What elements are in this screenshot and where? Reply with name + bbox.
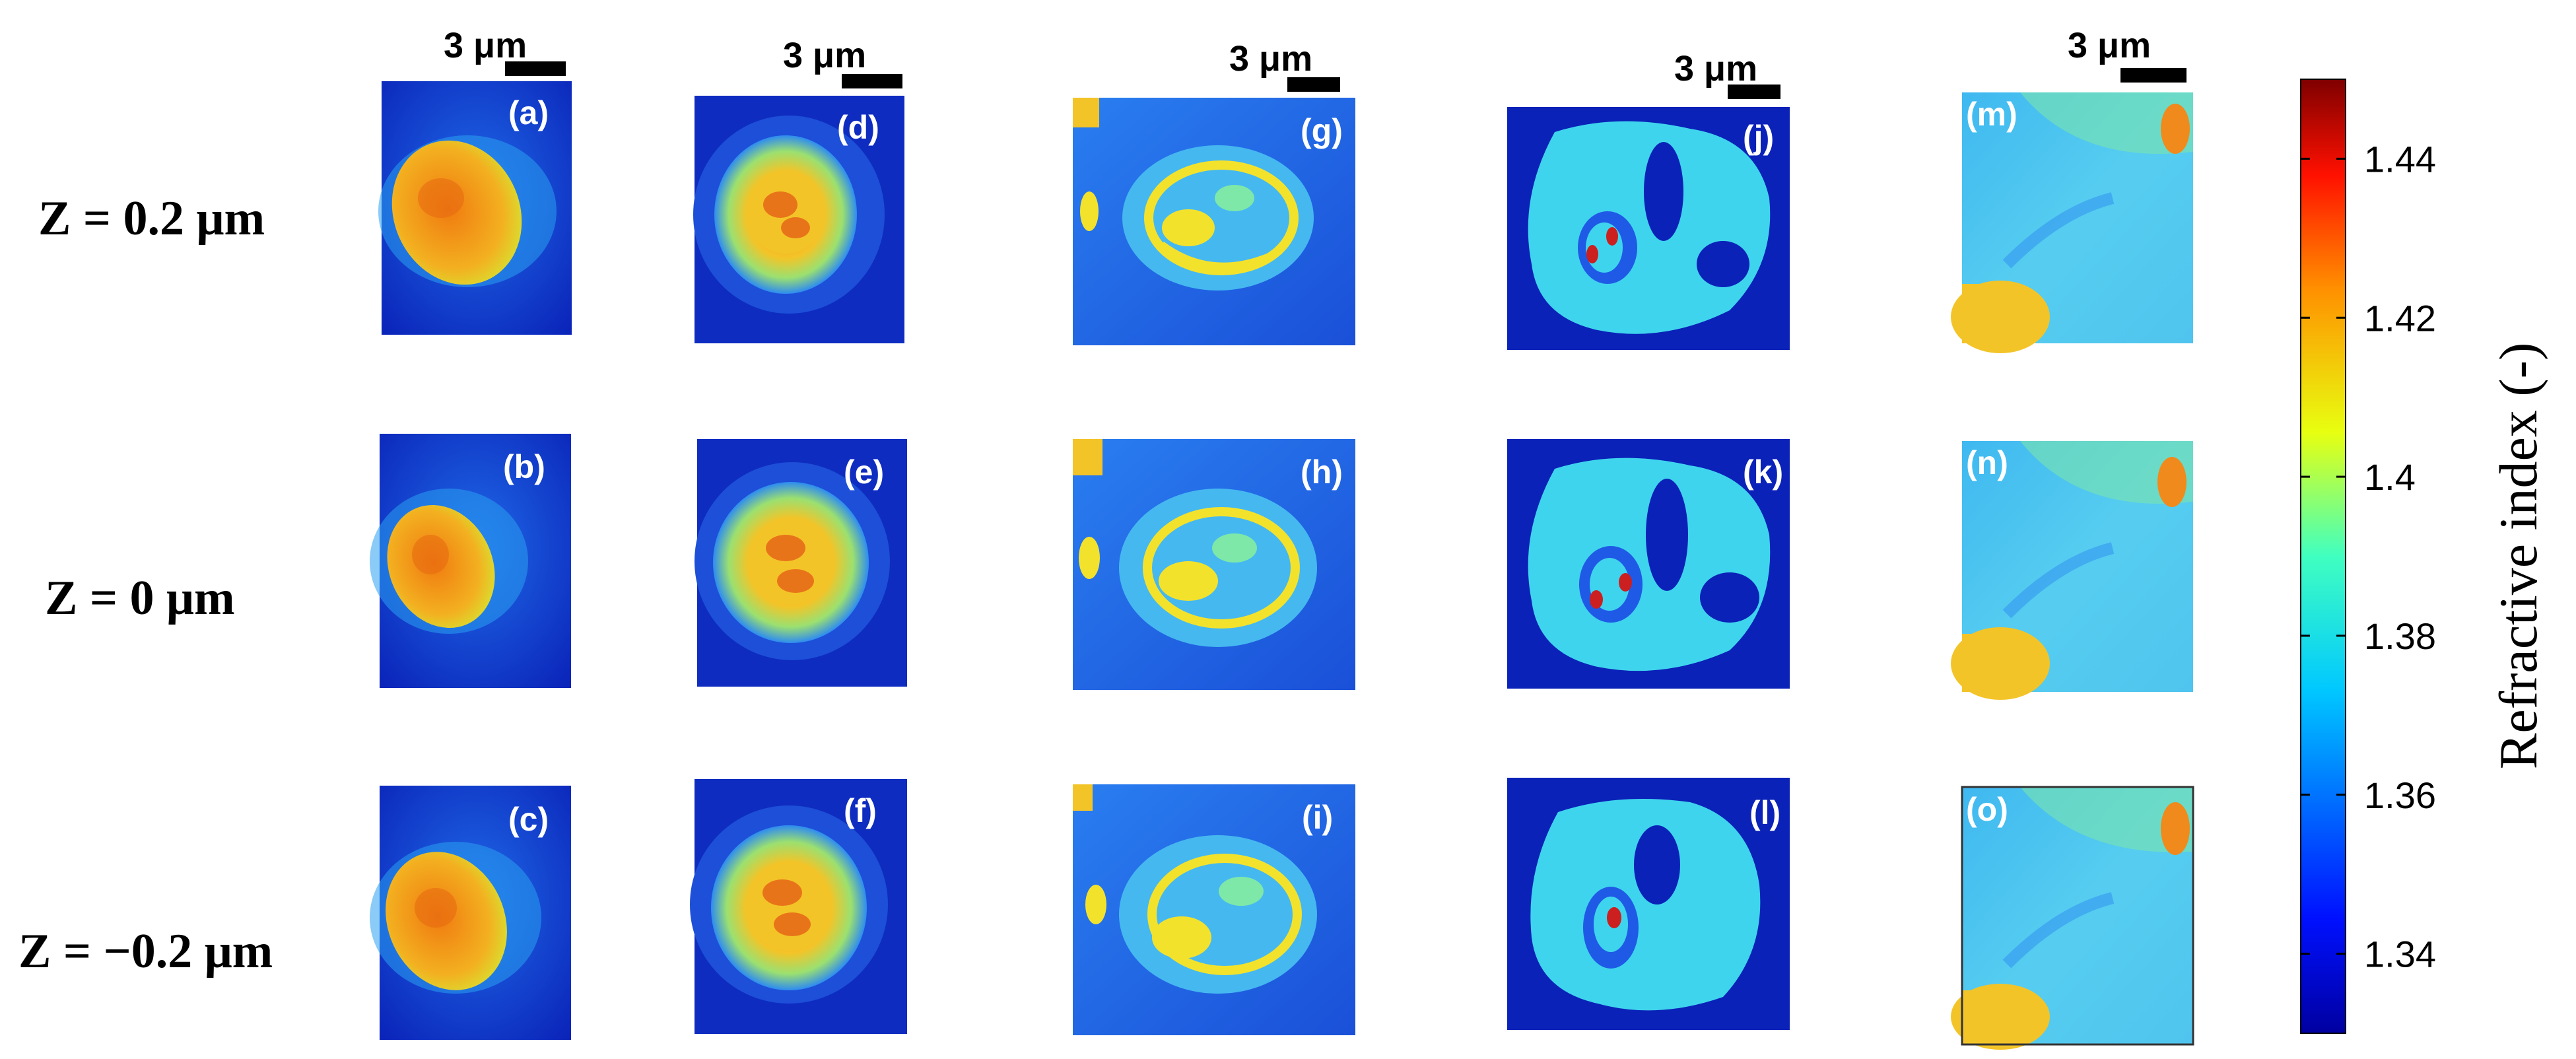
panel-d: (d) [693,96,904,343]
scale-bar-col1: 3 μm [444,26,566,76]
colorbar-title: Refractive index (-) [2488,343,2548,770]
scale-bar-col4: 3 μm [1674,49,1780,99]
panel-label-i: (i) [1302,799,1333,836]
panel-label-g: (g) [1301,112,1343,149]
panel-label-h: (h) [1301,454,1343,491]
colorbar-gradient [2300,79,2346,1034]
row-label-bottom: Z = −0.2 μm [18,924,273,978]
panel-m: (m) [1951,92,2193,353]
panel-k: (k) [1507,439,1790,689]
panel-label-n: (n) [1966,444,2008,481]
panel-label-c: (c) [508,801,549,838]
row-label-middle: Z = 0 μm [45,571,235,625]
panel-label-m: (m) [1966,96,2017,133]
colorbar-ticks: 1.44 1.42 1.4 1.38 1.36 1.34 [2301,138,2436,975]
panel-e: (e) [695,439,907,687]
panel-label-f: (f) [844,792,877,829]
scale-bar-label: 3 μm [1229,39,1312,79]
panel-label-d: (d) [837,109,879,146]
colorbar-tick-label: 1.38 [2364,615,2436,657]
colorbar: 1.44 1.42 1.4 1.38 1.36 1.34 Refractive index… [2300,79,2548,1034]
panel-b: (b) [370,434,571,688]
panel-n: (n) [1951,441,2193,700]
scale-bar-label: 3 μm [2068,26,2151,65]
scale-bar-col5: 3 μm [2068,26,2186,83]
panel-label-a: (a) [508,94,549,131]
scale-bar-label: 3 μm [1674,49,1757,88]
panel-h: (h) [1073,439,1355,690]
panel-o: (o) [1951,786,2194,1050]
colorbar-tick-label: 1.44 [2364,138,2436,180]
panel-g: (g) [1073,98,1355,345]
panel-a: (a) [378,81,572,335]
panel-label-e: (e) [844,454,884,491]
scale-bar-col2: 3 μm [783,36,902,88]
panel-label-l: (l) [1749,794,1780,831]
scale-bar-label: 3 μm [444,26,527,65]
panel-label-j: (j) [1743,119,1774,156]
panel-i: (i) [1073,784,1355,1035]
colorbar-tick-label: 1.36 [2364,774,2436,816]
panel-j: (j) [1507,107,1790,350]
scale-bar-col3: 3 μm [1229,39,1340,92]
panel-c: (c) [370,786,571,1040]
panel-label-o: (o) [1966,791,2008,828]
scale-bar-label: 3 μm [783,36,866,75]
row-label-top: Z = 0.2 μm [38,191,265,246]
colorbar-tick-label: 1.42 [2364,297,2436,339]
panel-f: (f) [690,779,907,1034]
colorbar-tick-label: 1.4 [2364,456,2416,498]
colorbar-tick-label: 1.34 [2364,934,2436,975]
panel-label-k: (k) [1743,454,1783,491]
panel-label-b: (b) [503,448,545,485]
panel-l: (l) [1507,778,1790,1030]
